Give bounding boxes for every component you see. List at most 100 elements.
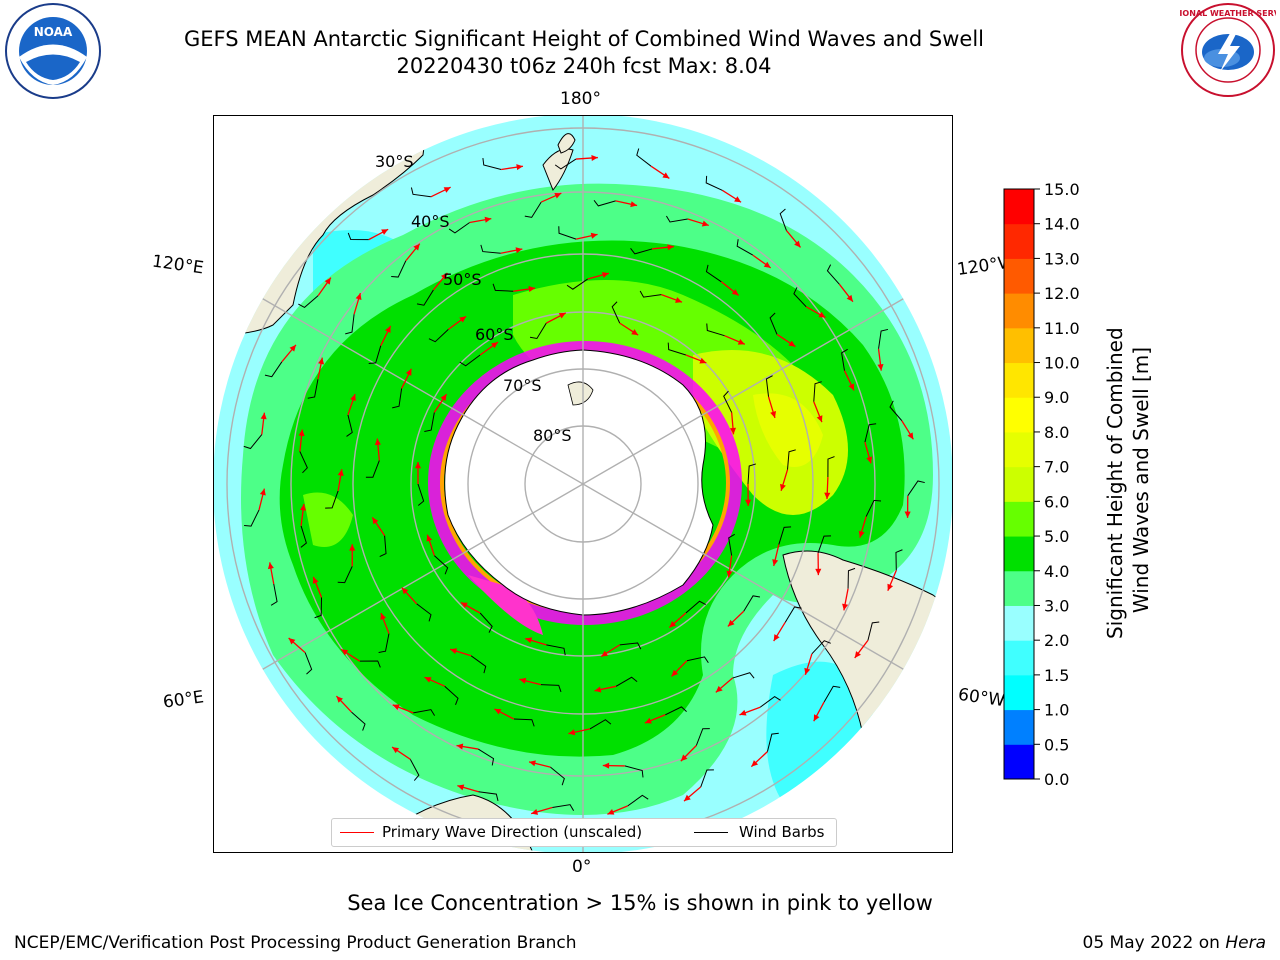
- colorbar-title: Significant Height of Combined Wind Wave…: [1103, 321, 1153, 639]
- antarctica-interior: [567, 381, 594, 406]
- wind-barb: [747, 463, 757, 485]
- colorbar-segment: [1004, 327, 1034, 364]
- wind-barb: [627, 794, 649, 807]
- wave-direction-arrowhead: [675, 297, 683, 303]
- wind-barb: [524, 201, 542, 218]
- wave-direction-arrowhead: [763, 261, 771, 268]
- lon-label-180: 180°: [560, 89, 601, 109]
- wind-barb: [706, 323, 725, 337]
- wave-direction-arrowhead: [904, 511, 911, 518]
- wind-barb: [665, 215, 688, 223]
- wave-direction-arrowhead: [385, 325, 391, 333]
- wind-barb: [365, 460, 380, 478]
- sea-ice-edge: [428, 341, 742, 625]
- wind-barb: [299, 451, 308, 474]
- wind-barb: [351, 711, 366, 731]
- colorbar-tick-label: 7.0: [1044, 458, 1069, 477]
- wind-barb: [817, 535, 832, 554]
- wave-direction-arrowhead: [324, 277, 331, 285]
- wind-barb: [552, 804, 575, 811]
- wave-direction-arrowhead: [491, 342, 498, 349]
- colorbar-tick-label: 13.0: [1044, 249, 1080, 268]
- wind-barb: [379, 535, 387, 558]
- wave-direction-arrowhead: [450, 648, 458, 655]
- wind-barb: [478, 791, 499, 802]
- wind-barb: [540, 684, 562, 693]
- wind-barb: [639, 290, 662, 298]
- colorbar-segment: [1004, 431, 1034, 468]
- wind-barb: [732, 672, 755, 679]
- wind-barb: [410, 187, 431, 198]
- wave-direction-arrowhead: [525, 637, 533, 644]
- wave-direction-arrowhead: [341, 649, 349, 656]
- lat-label-70s: 70°S: [503, 376, 542, 395]
- wind-barb: [705, 175, 723, 191]
- colorbar-tick-label: 14.0: [1044, 215, 1080, 234]
- colorbar-segment: [1004, 640, 1034, 676]
- wave-direction-arrowhead: [337, 469, 344, 476]
- wave-direction-arrowhead: [259, 488, 266, 496]
- wave-direction-arrowhead: [443, 187, 451, 193]
- wave-direction-arrowhead: [745, 499, 752, 506]
- map-legend: Primary Wave Direction (unscaled) Wind B…: [331, 818, 837, 847]
- wave-direction-arrowhead: [267, 562, 274, 570]
- svg-text:Significant Height of Combined: Significant Height of Combined Wind Wave…: [1103, 321, 1153, 639]
- wind-barb: [264, 361, 283, 378]
- ocean-patch: [766, 661, 873, 815]
- wave-direction-arrowhead: [804, 667, 811, 675]
- wave-direction-arrowhead: [772, 559, 779, 566]
- wind-barb: [811, 640, 831, 655]
- wave-direction-arrowhead: [355, 293, 362, 301]
- wave-direction-arrowhead: [529, 760, 536, 767]
- wind-barb: [434, 555, 449, 575]
- wind-barb: [889, 400, 903, 421]
- colorbar-segment: [1004, 293, 1034, 329]
- colorbar-segment: [1004, 674, 1034, 711]
- wave-direction-arrowhead: [662, 172, 670, 179]
- wind-barb: [378, 633, 390, 653]
- wave-direction-arrowhead: [726, 570, 733, 578]
- wind-barb: [428, 329, 449, 343]
- colorbar-tick-label: 5.0: [1044, 527, 1069, 546]
- wind-barb: [482, 158, 502, 170]
- wave-direction-arrowhead: [298, 429, 305, 437]
- sea-ice-caption: Sea Ice Concentration > 15% is shown in …: [347, 891, 933, 915]
- wave-height-7-8m: [753, 393, 823, 467]
- wave-direction-arrowhead: [601, 650, 609, 657]
- wave-direction-arrowhead: [424, 677, 432, 683]
- noaa-logo: NOAA: [5, 3, 101, 99]
- wave-direction-arrowhead: [602, 762, 610, 769]
- wind-barb: [347, 232, 369, 241]
- wind-barb: [566, 278, 588, 290]
- wind-barb: [769, 312, 778, 335]
- wind-barb: [867, 621, 880, 641]
- lon-label-120e: 120°E: [150, 251, 205, 279]
- wind-barb: [416, 603, 432, 622]
- wind-barb: [793, 287, 807, 308]
- lon-label-60e: 60°E: [161, 687, 206, 713]
- colorbar-segment: [1004, 570, 1034, 606]
- wind-barb: [736, 239, 754, 256]
- wind-barb: [546, 644, 566, 656]
- wave-direction-arrowhead: [727, 619, 735, 627]
- wave-direction-arrowhead: [602, 271, 609, 278]
- wind-barb: [337, 566, 353, 584]
- wind-barb: [346, 414, 353, 437]
- wind-barb: [304, 652, 313, 675]
- wave-direction-arrowhead: [715, 685, 723, 693]
- wind-barb: [667, 342, 687, 356]
- wind-barb: [765, 375, 773, 397]
- wave-direction-arrowhead: [372, 517, 379, 525]
- wave-direction-arrowhead: [350, 394, 356, 402]
- wave-direction-arrowhead: [669, 621, 677, 628]
- lat-label-40s: 40°S: [411, 212, 450, 231]
- wind-barb: [593, 200, 616, 207]
- nws-logo-text: NATIONAL WEATHER SERVICE: [1180, 9, 1276, 18]
- wind-barb: [700, 769, 714, 788]
- wind-barb: [325, 490, 339, 509]
- wave-direction-arrowhead: [528, 286, 536, 293]
- wave-direction-arrowhead: [794, 240, 801, 248]
- lat-label-30s: 30°S: [375, 152, 414, 171]
- legend-primary-wave-label: Primary Wave Direction (unscaled): [382, 823, 643, 841]
- colorbar-tick-label: 11.0: [1044, 319, 1080, 338]
